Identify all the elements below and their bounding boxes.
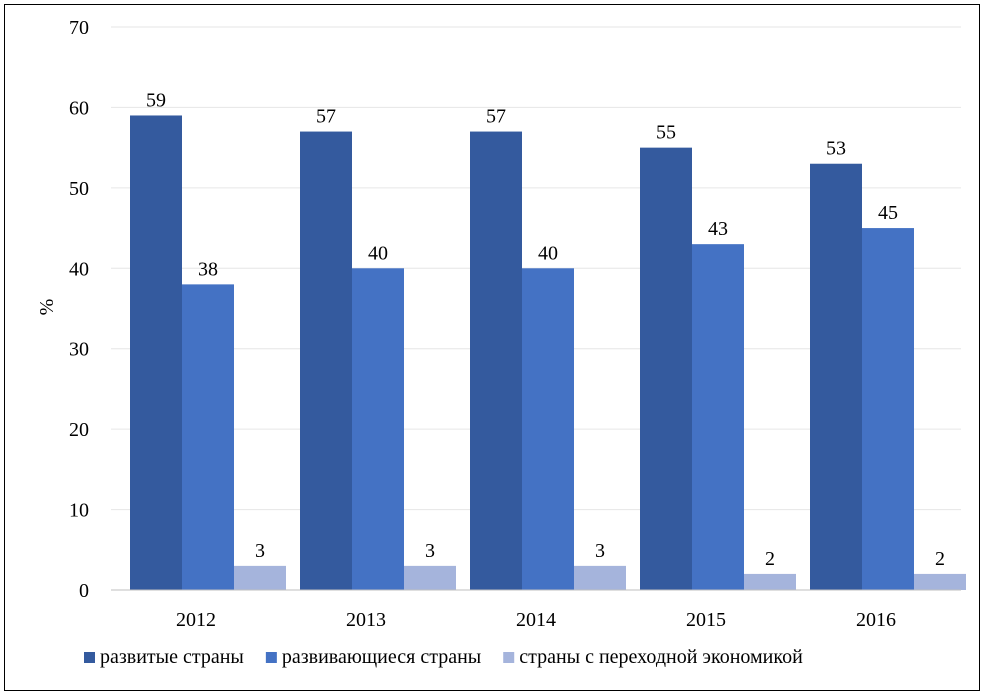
bar <box>574 565 626 590</box>
y-tick-label: 10 <box>69 500 89 522</box>
bar <box>470 131 522 591</box>
data-label: 3 <box>425 540 435 562</box>
bar <box>640 147 692 590</box>
data-labels: 59 38 3 57 40 3 57 40 3 55 43 2 53 45 2 <box>146 89 945 569</box>
y-tick-label: 60 <box>69 97 89 119</box>
bar <box>130 115 182 590</box>
y-tick-label: 30 <box>69 339 89 361</box>
bar <box>182 284 234 590</box>
y-tick-label: 40 <box>69 258 89 280</box>
data-label: 38 <box>198 258 218 280</box>
y-axis-label: % <box>36 299 58 316</box>
bar <box>234 565 286 590</box>
data-label: 55 <box>656 122 676 144</box>
data-label: 2 <box>935 548 945 570</box>
legend-item: развивающиеся страны <box>265 646 481 668</box>
y-tick-label: 20 <box>69 419 89 441</box>
x-axis: 2012 2013 2014 2015 2016 <box>176 609 896 631</box>
data-label: 40 <box>368 242 388 264</box>
legend-swatch <box>265 652 277 663</box>
legend-item: страны с переходной экономикой <box>503 646 803 668</box>
x-tick-label: 2013 <box>346 609 386 631</box>
legend-label: развитые страны <box>100 646 244 668</box>
legend-swatch <box>503 652 515 663</box>
bar <box>810 163 862 590</box>
bar <box>522 268 574 590</box>
x-tick-label: 2016 <box>856 609 896 631</box>
data-label: 2 <box>765 548 775 570</box>
data-label: 53 <box>826 138 846 160</box>
legend-label: развивающиеся страны <box>282 646 481 668</box>
data-label: 3 <box>595 540 605 562</box>
y-tick-label: 0 <box>79 580 89 602</box>
data-label: 43 <box>708 218 728 240</box>
bar <box>744 573 796 590</box>
bars <box>130 115 966 591</box>
y-tick-label: 50 <box>69 178 89 200</box>
x-tick-label: 2014 <box>516 609 556 631</box>
chart-frame: 0 10 20 30 40 50 60 70 % 59 38 3 57 40 3 57 40 3 55 43 2 53… <box>4 4 980 691</box>
bar <box>914 573 966 590</box>
bar <box>352 268 404 590</box>
data-label: 40 <box>538 242 558 264</box>
bar <box>404 565 456 590</box>
legend-item: развитые страны <box>84 646 244 668</box>
data-label: 59 <box>146 89 166 111</box>
bar <box>862 228 914 591</box>
x-tick-label: 2012 <box>176 609 216 631</box>
legend: развитые страны развивающиеся страны стран… <box>84 646 803 668</box>
bar <box>300 131 352 591</box>
data-label: 3 <box>255 540 265 562</box>
bar-chart: 0 10 20 30 40 50 60 70 % 59 38 3 57 40 3 57 40 3 55 43 2 53… <box>36 17 966 668</box>
y-axis: 0 10 20 30 40 50 60 70 <box>69 17 89 602</box>
bar <box>692 244 744 590</box>
data-label: 45 <box>878 202 898 224</box>
x-tick-label: 2015 <box>686 609 726 631</box>
legend-label: страны с переходной экономикой <box>519 646 803 668</box>
y-tick-label: 70 <box>69 17 89 39</box>
legend-swatch <box>84 652 95 663</box>
data-label: 57 <box>486 106 506 128</box>
data-label: 57 <box>316 106 336 128</box>
